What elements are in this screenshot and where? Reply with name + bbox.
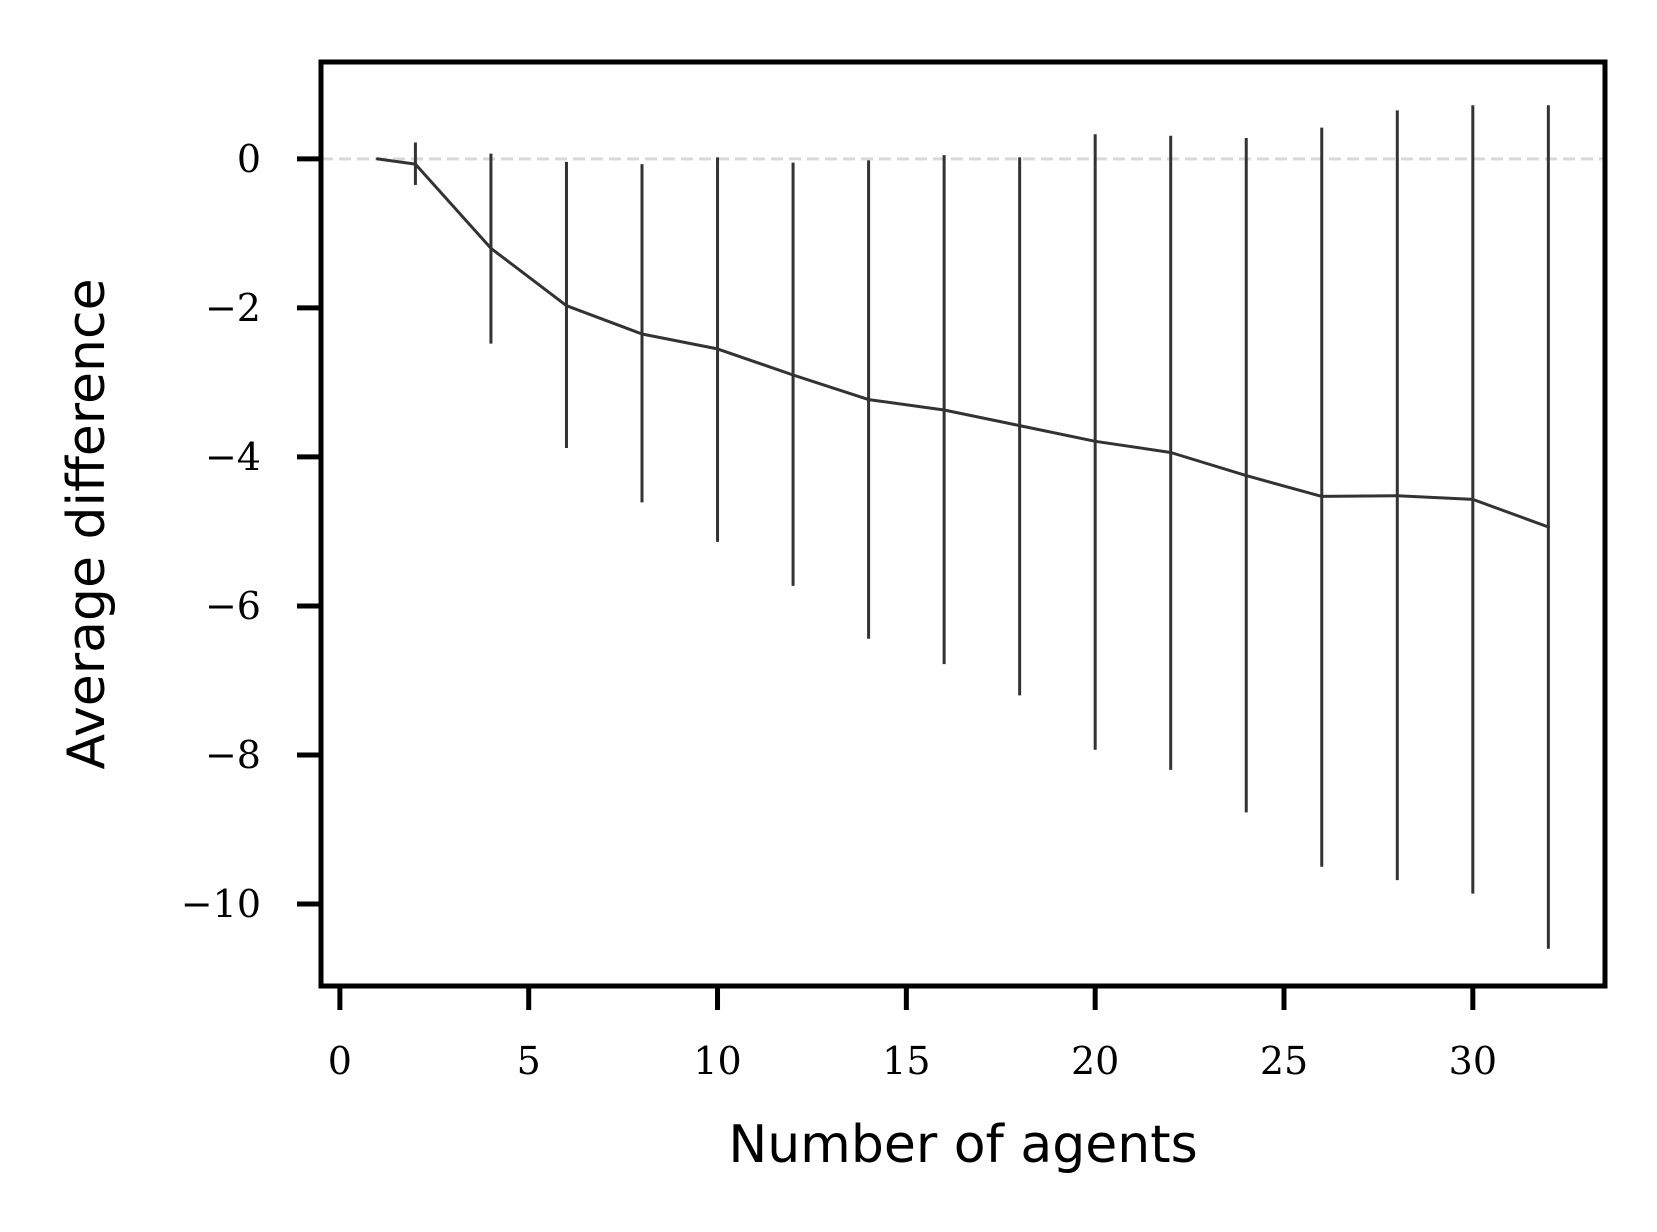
data-point-x28 (1395, 494, 1399, 498)
x-axis: 0 5 10 15 20 25 30 (328, 986, 1497, 1083)
data-point-x6 (564, 304, 569, 308)
data-point-x16 (942, 408, 946, 412)
y-tick-label--4: −4 (205, 435, 261, 479)
data-point-x1 (376, 157, 380, 161)
x-tick-label-5: 5 (517, 1039, 541, 1083)
data-point-x10 (715, 347, 720, 351)
y-tick-label--8: −8 (205, 733, 261, 777)
data-point-x32 (1546, 525, 1550, 529)
x-tick-label-20: 20 (1071, 1039, 1119, 1083)
data-point-x22 (1169, 450, 1173, 455)
x-tick-label-0: 0 (328, 1039, 352, 1083)
data-point-x12 (791, 373, 795, 377)
data-point-x30 (1471, 497, 1475, 502)
x-tick-label-15: 15 (882, 1039, 930, 1083)
y-axis: 0 −2 −4 −6 −8 −10 (181, 137, 321, 926)
x-tick-label-25: 25 (1260, 1039, 1308, 1083)
y-tick-label--2: −2 (205, 286, 261, 330)
data-point-x26 (1320, 494, 1324, 499)
y-axis-label: Average difference (57, 278, 117, 769)
y-tick-label--6: −6 (205, 584, 261, 628)
series-layer (376, 157, 1550, 529)
plot-background (321, 62, 1605, 986)
data-point-x8 (640, 332, 644, 336)
data-point-x14 (866, 397, 871, 402)
data-point-x4 (489, 246, 493, 250)
x-tick-label-10: 10 (693, 1039, 741, 1083)
data-point-x20 (1093, 439, 1097, 443)
plot-frame (318, 59, 1608, 989)
x-tick-label-30: 30 (1449, 1039, 1497, 1083)
data-point-x2 (413, 162, 418, 166)
y-tick-label--10: −10 (181, 882, 261, 926)
data-point-x24 (1244, 473, 1248, 478)
x-axis-label: Number of agents (728, 1115, 1197, 1175)
y-tick-label-0: 0 (237, 137, 261, 181)
data-point-x18 (1018, 424, 1022, 428)
